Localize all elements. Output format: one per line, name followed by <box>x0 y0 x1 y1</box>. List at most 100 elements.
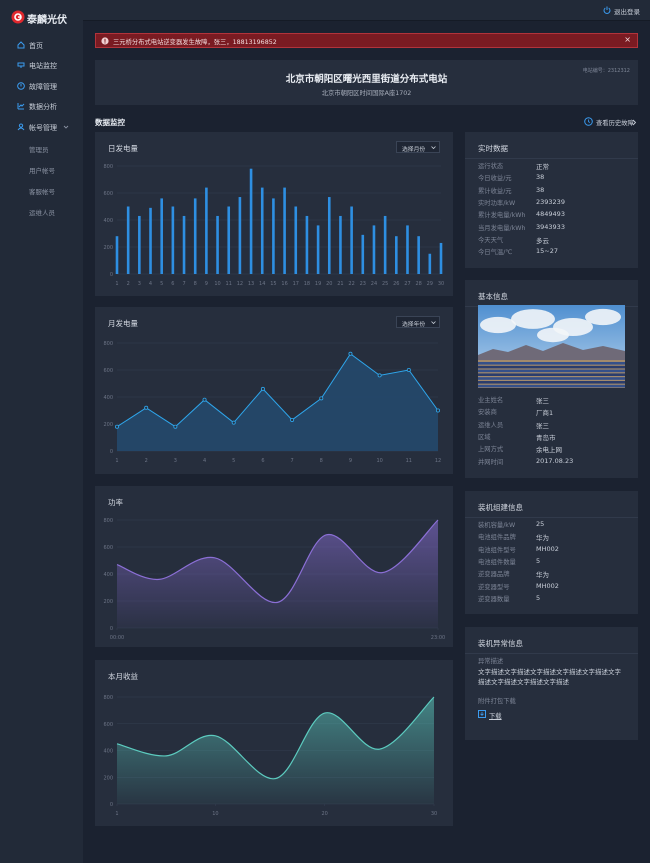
x-tick-label: 2 <box>127 281 130 287</box>
chart-panel: 本月收益 0 200 400 600 800 1 10 20 30 <box>95 660 453 826</box>
bar <box>417 236 420 274</box>
y-tick-label: 800 <box>103 164 113 170</box>
menu-icon <box>17 62 25 68</box>
chart-title: 日发电量 <box>108 144 138 153</box>
x-tick-label: 19 <box>315 281 321 287</box>
bar <box>249 168 253 274</box>
bar <box>294 206 298 274</box>
x-tick-label: 8 <box>194 281 197 287</box>
x-tick-label: 16 <box>281 281 287 287</box>
x-tick-label: 1 <box>115 281 118 287</box>
logo-text: 泰麟光伏 <box>27 15 67 26</box>
x-tick-label: 7 <box>182 281 185 287</box>
info-value: 华为 <box>536 534 549 543</box>
info-key: 电池组件型号 <box>478 546 516 554</box>
bar <box>171 206 175 274</box>
info-value: 正常 <box>536 163 549 171</box>
cloud <box>511 309 555 329</box>
x-tick-label: 4 <box>149 281 152 287</box>
point <box>377 373 382 378</box>
bar <box>428 253 432 274</box>
info-key: 累计发电量/kWh <box>478 212 526 220</box>
info-value: 38 <box>536 185 545 194</box>
info-value: 余电上网 <box>536 446 562 455</box>
panel-title: 基本信息 <box>478 292 508 301</box>
bar <box>406 225 409 274</box>
y-tick-label: 200 <box>103 775 113 781</box>
submenu-item[interactable]: 管理员 <box>29 146 49 154</box>
chart: 0 200 400 600 800 00:00 23:00 <box>103 518 445 641</box>
info-key: 并网时间 <box>478 458 504 466</box>
submenu-item[interactable]: 用户帐号 <box>29 167 55 175</box>
x-tick-label: 21 <box>337 281 343 287</box>
point <box>406 368 411 373</box>
menu-caret <box>63 125 69 129</box>
chart-panel: 月发电量 选择年份 0 200 400 600 800 1 2 3 4 5 6 7 8 9 10 11 12 <box>95 307 453 474</box>
icon-shape <box>17 82 25 90</box>
x-tick-label: 20 <box>326 281 332 287</box>
menu-icon <box>17 123 25 131</box>
cloud <box>480 316 516 334</box>
divider <box>465 158 638 159</box>
alert-close[interactable]: × <box>624 35 631 44</box>
logout[interactable]: 退出登录 <box>614 8 640 16</box>
y-tick-label: 0 <box>110 802 113 808</box>
x-tick-label: 8 <box>320 458 323 464</box>
y-tick-label: 600 <box>103 545 113 551</box>
info-value: 张三 <box>536 397 549 405</box>
logout-icon <box>603 6 611 14</box>
bar <box>205 187 208 274</box>
x-tick-label: 10 <box>214 281 220 287</box>
menu-item[interactable]: 数据分析 <box>29 103 57 111</box>
submenu-item[interactable]: 客服帐号 <box>29 188 55 196</box>
point <box>348 351 353 356</box>
y-tick-label: 600 <box>103 722 113 728</box>
bar <box>216 215 219 274</box>
x-tick-label: 10 <box>212 811 218 817</box>
point <box>114 424 119 429</box>
panel-title: 实时数据 <box>478 144 508 153</box>
info-key: 运维人员 <box>478 421 504 429</box>
submenu-item[interactable]: 运维人员 <box>29 209 55 217</box>
select-button[interactable]: 选择月份 <box>396 141 440 153</box>
info-key: 运行状态 <box>478 163 504 170</box>
download-link[interactable]: 下载 <box>489 713 502 720</box>
select-button[interactable]: 选择年份 <box>396 316 440 328</box>
info-key: 上网方式 <box>478 446 504 454</box>
point <box>202 397 207 402</box>
y-tick-label: 800 <box>103 341 113 347</box>
info-panel: 装机异常信息 异常描述 文字描述文字描述文字描述文字描述文字描述文字描述文字描述文字… <box>465 627 638 740</box>
menu-item[interactable]: 首页 <box>29 42 43 50</box>
chart-panel: 功率 0 200 400 600 800 00:00 23:00 <box>95 486 453 647</box>
icon-shape <box>480 712 484 716</box>
line <box>116 519 439 603</box>
topbar: 退出登录 <box>83 0 650 21</box>
x-tick-label: 11 <box>406 458 412 464</box>
x-tick-label: 30 <box>431 811 437 817</box>
bar <box>272 198 275 274</box>
x-tick-label: 14 <box>259 281 265 287</box>
area <box>117 520 438 628</box>
menu-item[interactable]: 电站监控 <box>29 62 57 70</box>
info-value: 3943933 <box>536 222 565 231</box>
menu-item[interactable]: 帐号管理 <box>29 124 57 132</box>
point <box>144 405 149 410</box>
panel-row <box>478 381 625 384</box>
point <box>319 396 324 401</box>
x-tick-label: 9 <box>349 458 352 464</box>
info-value: 25 <box>536 520 545 528</box>
menu-item[interactable]: 故障管理 <box>29 83 57 91</box>
bar <box>193 198 197 274</box>
history-link[interactable]: 查看历史故障 <box>596 120 634 127</box>
x-tick-label: 20 <box>322 811 328 817</box>
abnormal-label: 异常描述 <box>478 658 504 665</box>
info-value: MH002 <box>536 544 559 553</box>
x-tick-label: 4 <box>203 458 206 464</box>
info-value: 38 <box>536 173 545 182</box>
panel-title: 装机组建信息 <box>478 503 523 512</box>
x-tick-label: 22 <box>348 281 354 287</box>
info-key: 逆变器品牌 <box>478 571 510 579</box>
info-key: 安装商 <box>478 409 497 417</box>
cloud <box>537 327 569 343</box>
